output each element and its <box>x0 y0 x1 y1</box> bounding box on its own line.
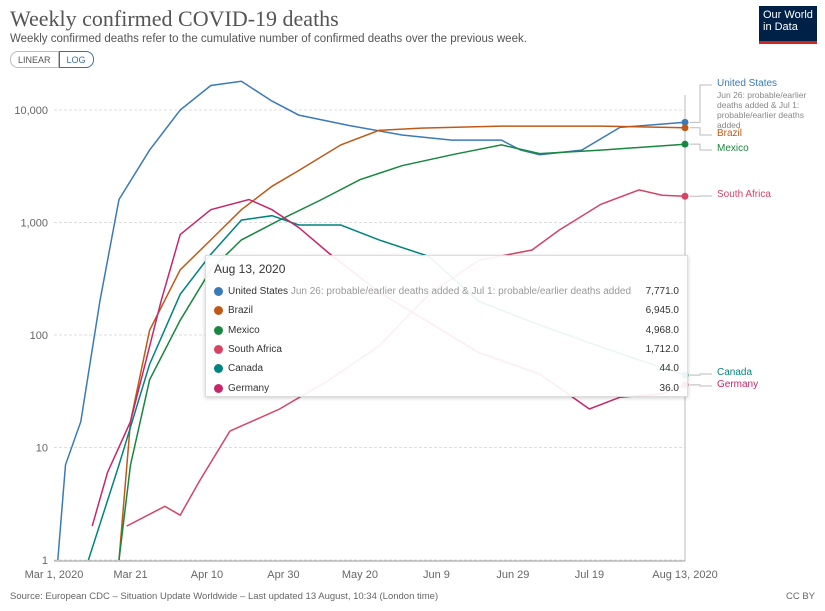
x-tick-label: Mar 1, 2020 <box>25 569 84 581</box>
tooltip-country: Mexico <box>228 324 260 336</box>
scale-toggle: LINEAR LOG <box>10 51 94 68</box>
owid-logo[interactable]: Our World in Data <box>759 6 817 44</box>
tooltip-row: United States Jun 26: probable/earlier d… <box>214 282 679 301</box>
y-tick-label: 1,000 <box>20 218 48 230</box>
series-label[interactable]: United States <box>717 78 778 89</box>
tooltip-date: Aug 13, 2020 <box>214 262 286 276</box>
label-connector <box>690 384 712 387</box>
legend-dot-icon <box>214 364 223 374</box>
endpoint-marker <box>681 124 689 132</box>
license-link[interactable]: CC BY <box>785 591 815 602</box>
y-tick-label: 100 <box>30 330 48 342</box>
tooltip-value: 36.0 <box>659 382 679 394</box>
tooltip-country: Canada <box>228 363 264 375</box>
x-tick-label: Aug 13, 2020 <box>652 569 717 581</box>
x-tick-label: Apr 30 <box>267 569 299 581</box>
tooltip-value: 6,945.0 <box>645 305 679 317</box>
tooltip-value: 1,712.0 <box>645 344 679 356</box>
y-tick-label: 10 <box>36 443 48 455</box>
chart-title: Weekly confirmed COVID-19 deaths <box>10 6 339 31</box>
x-tick-label: Mar 21 <box>113 569 147 581</box>
endpoint-marker <box>681 192 689 200</box>
legend-dot-icon <box>214 383 223 393</box>
tooltip: Aug 13, 2020 United States Jun 26: proba… <box>205 255 688 397</box>
tooltip-row: Brazil 6,945.0 <box>214 301 679 320</box>
linear-scale-button[interactable]: LINEAR <box>10 51 59 68</box>
legend-dot-icon <box>214 287 223 297</box>
y-tick-label: 10,000 <box>14 105 48 117</box>
series-label[interactable]: South Africa <box>717 189 771 200</box>
tooltip-row: South Africa 1,712.0 <box>214 340 679 359</box>
tooltip-value: 7,771.0 <box>645 286 679 298</box>
x-tick-label: Jun 29 <box>496 569 529 581</box>
endpoint-marker <box>681 140 689 148</box>
tooltip-value: 4,968.0 <box>645 324 679 336</box>
tooltip-country: United States Jun 26: probable/earlier d… <box>228 286 632 298</box>
tooltip-row: Germany 36.0 <box>214 378 679 397</box>
x-tick-label: Apr 10 <box>191 569 223 581</box>
legend-dot-icon <box>214 325 223 335</box>
tooltip-row: Canada 44.0 <box>214 359 679 378</box>
source-note: Source: European CDC – Situation Update … <box>10 591 439 602</box>
legend-dot-icon <box>214 306 223 316</box>
series-label[interactable]: Germany <box>717 379 759 390</box>
series-line-germany <box>91 198 686 527</box>
x-tick-label: May 20 <box>342 569 378 581</box>
tooltip-country: Brazil <box>228 305 254 317</box>
tooltip-value: 44.0 <box>659 363 679 375</box>
label-connector <box>690 127 712 136</box>
series-line-brazil <box>118 125 686 561</box>
tooltip-note: Jun 26: probable/earlier deaths added & … <box>290 286 632 298</box>
tooltip-row: Mexico 4,968.0 <box>214 321 679 340</box>
y-tick-label: 1 <box>42 555 48 567</box>
label-connector <box>690 373 712 376</box>
tooltip-country: Germany <box>228 382 270 394</box>
endpoint-marker <box>681 118 689 126</box>
series-label[interactable]: Mexico <box>717 143 749 154</box>
log-scale-button[interactable]: LOG <box>58 51 94 68</box>
series-line-united-states <box>57 80 686 561</box>
series-label[interactable]: Brazil <box>717 128 743 139</box>
legend-dot-icon <box>214 345 223 355</box>
x-tick-label: Jun 9 <box>423 569 450 581</box>
x-tick-label: Jul 19 <box>575 569 604 581</box>
series-label[interactable]: Canada <box>717 367 753 378</box>
series-line-mexico <box>118 143 686 561</box>
chart-subtitle: Weekly confirmed deaths refer to the cum… <box>10 33 527 45</box>
tooltip-country: South Africa <box>228 344 282 356</box>
label-connector <box>690 84 712 123</box>
us-annotation: Jun 26: probable/earlier deaths added & … <box>717 90 807 130</box>
label-connector <box>690 143 712 151</box>
